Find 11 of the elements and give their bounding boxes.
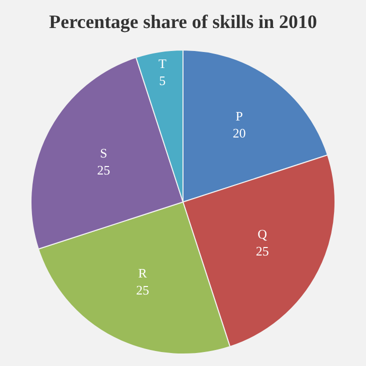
data-label: 20 xyxy=(232,126,246,140)
data-label: 5 xyxy=(159,73,166,88)
slice-label: P xyxy=(236,108,243,124)
slice-label: T xyxy=(158,56,166,72)
chart-title: Percentage share of skills in 2010 xyxy=(49,12,317,33)
data-label: 25 xyxy=(256,243,269,258)
slice-label: S xyxy=(100,146,108,161)
data-label: 25 xyxy=(97,162,110,178)
data-label: 25 xyxy=(136,282,150,298)
slice-label: R xyxy=(138,265,148,280)
slice-label: Q xyxy=(258,226,268,242)
